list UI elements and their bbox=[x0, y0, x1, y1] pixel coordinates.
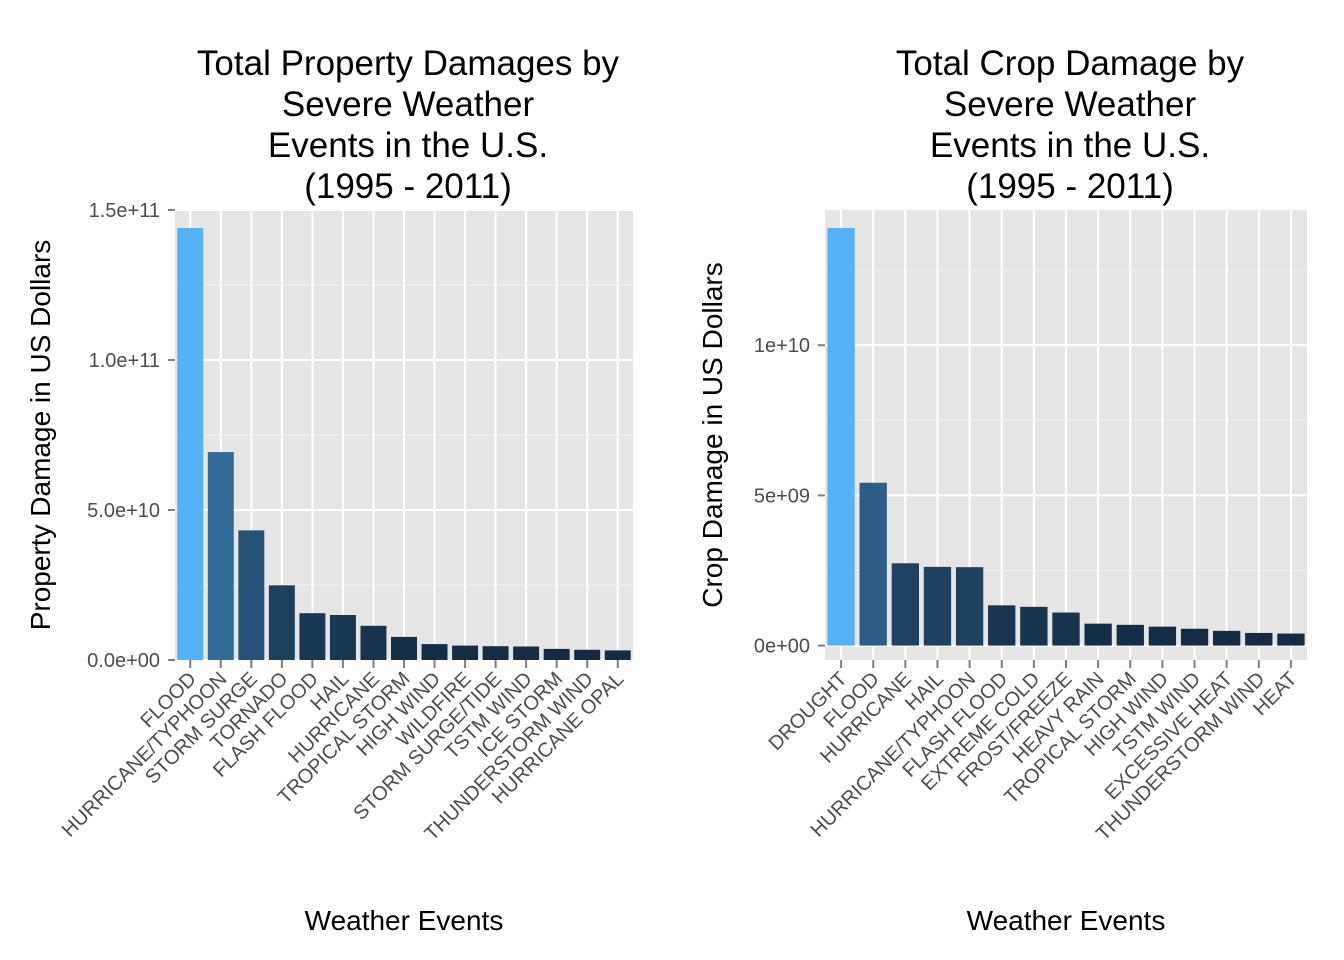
bar-high-wind bbox=[1148, 626, 1177, 646]
x-tick-label: HURRICANE/TYPHOON bbox=[58, 668, 231, 841]
y-tick-label: 1.5e+11 bbox=[89, 200, 160, 222]
bar-hail bbox=[329, 615, 356, 660]
bar-excessive-heat bbox=[1213, 630, 1241, 646]
y-tick-label: 1e+10 bbox=[754, 335, 810, 357]
y-tick-label: 5e+09 bbox=[754, 485, 810, 507]
chart-panel-2: 0e+005e+091e+10DROUGHTFLOODHURRICANEHAIL… bbox=[697, 44, 1307, 936]
bar-wildfire bbox=[452, 645, 479, 660]
chart-title: Total Property Damages by Severe Weather E… bbox=[197, 44, 620, 206]
bar-heavy-rain bbox=[1084, 623, 1112, 646]
bar-high-wind bbox=[421, 644, 448, 660]
bar-tropical-storm bbox=[391, 636, 417, 660]
bar-hurricane-opal bbox=[604, 650, 631, 660]
bar-flood bbox=[177, 228, 204, 660]
bar-frost-freeze bbox=[1052, 612, 1080, 646]
bar-tropical-storm bbox=[1116, 624, 1144, 646]
bar-extreme-cold bbox=[1020, 606, 1048, 646]
bar-tstm-wind bbox=[513, 646, 540, 660]
bar-hurricane bbox=[891, 563, 919, 646]
bar-tstm-wind bbox=[1180, 628, 1209, 646]
y-tick-label: 0e+00 bbox=[754, 636, 810, 658]
x-axis-title: Weather Events bbox=[967, 905, 1166, 936]
y-axis-title: Crop Damage in US Dollars bbox=[697, 262, 728, 607]
bar-thunderstorm-wind bbox=[1245, 632, 1273, 646]
y-tick-label: 1.0e+11 bbox=[89, 350, 160, 372]
y-axis-title: Property Damage in US Dollars bbox=[25, 240, 56, 631]
bar-hurricane-typhoon bbox=[207, 452, 234, 660]
chart-title: Total Crop Damage by Severe Weather Events… bbox=[896, 44, 1245, 206]
bar-flood bbox=[859, 482, 887, 646]
bar-hail bbox=[923, 566, 952, 646]
bar-storm-surge-tide bbox=[482, 646, 509, 660]
bar-drought bbox=[827, 228, 855, 646]
y-tick-label: 5.0e+10 bbox=[87, 500, 160, 522]
y-tick-label: 0.0e+00 bbox=[87, 650, 160, 672]
bar-heat bbox=[1277, 633, 1305, 646]
bar-flash-flood bbox=[299, 613, 326, 660]
chart-panel-1: 0.0e+005.0e+101.0e+111.5e+11FLOODHURRICA… bbox=[25, 44, 633, 936]
bar-hurricane bbox=[360, 625, 387, 660]
bar-tornado bbox=[268, 585, 295, 660]
bar-flash-flood bbox=[988, 605, 1016, 646]
bar-ice-storm bbox=[543, 648, 570, 660]
bar-thunderstorm-wind bbox=[574, 649, 601, 660]
bar-storm-surge bbox=[238, 530, 265, 660]
x-axis-title: Weather Events bbox=[305, 905, 504, 936]
bar-hurricane-typhoon bbox=[955, 567, 984, 646]
